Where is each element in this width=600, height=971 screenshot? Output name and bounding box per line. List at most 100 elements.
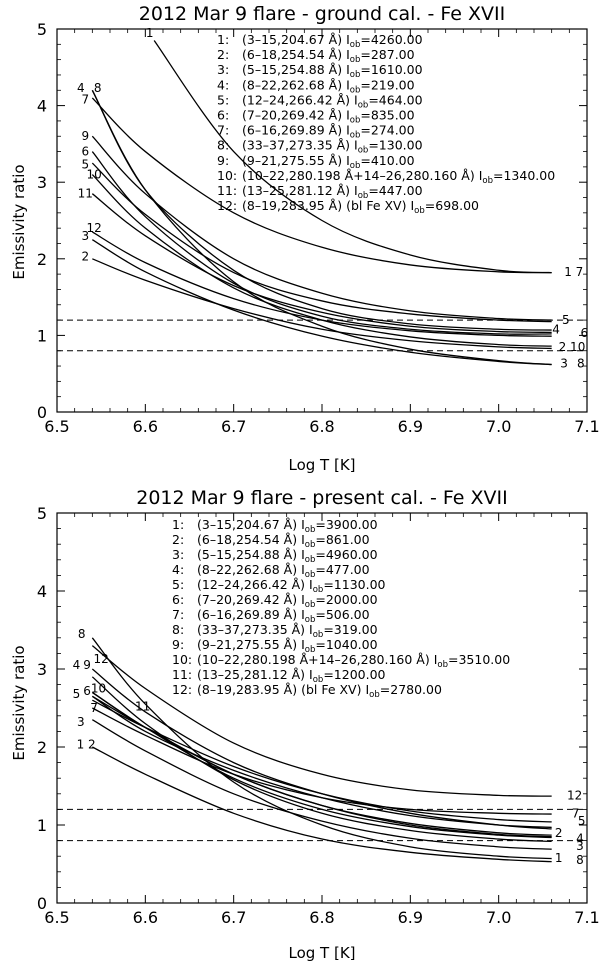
legend-entry: 2: (6–18,254.54 Å) Iob=861.00 [172, 532, 370, 550]
legend-transition: (7–20,269.42 Å) [197, 592, 301, 607]
legend-entry: 6: (7–20,269.42 Å) Iob=835.00 [217, 108, 415, 126]
legend-intensity-subscript: ob [369, 690, 380, 700]
curve-label: 5 [73, 687, 81, 701]
legend-intensity-value: =464.00 [368, 92, 422, 107]
legend-number: 7: [217, 123, 229, 138]
curve-label: 10 [91, 682, 106, 696]
legend-number: 2: [217, 47, 229, 62]
legend-number: 1: [172, 517, 184, 532]
curve-label: 4 [73, 658, 81, 672]
legend-entry: 12: (8–19,283.95 Å) (bl Fe XV) Iob=698.00 [217, 198, 479, 216]
y-tick-label: 2 [37, 738, 47, 757]
legend-intensity-subscript: ob [305, 525, 316, 535]
y-tick-label: 1 [37, 816, 47, 835]
legend-entry: 8: (33–37,273.35 Å) Iob=319.00 [172, 622, 378, 640]
legend-number: 3: [172, 547, 184, 562]
legend-number: 1: [217, 32, 229, 47]
legend-intensity-value: =3900.00 [315, 517, 377, 532]
legend-transition: (9–21,275.55 Å) [242, 153, 346, 168]
legend-intensity-symbol: I [346, 62, 350, 77]
curve-label: 7 [572, 806, 580, 820]
legend-intensity-subscript: ob [305, 600, 316, 610]
curve-label: 3 [560, 357, 568, 371]
curve-label: 1 7 [564, 265, 583, 279]
legend-entry: 6: (7–20,269.42 Å) Iob=2000.00 [172, 592, 378, 610]
curve-label: 8 [78, 627, 86, 641]
legend-intensity-subscript: ob [350, 55, 361, 65]
legend-intensity-subscript: ob [313, 585, 324, 595]
curve-label: 1 [146, 26, 154, 40]
legend-transition: (9–21,275.55 Å) [197, 637, 301, 652]
legend-intensity-value: =219.00 [360, 77, 414, 92]
curve-label: 8 [94, 81, 102, 95]
x-axis-title: Log T [K] [288, 944, 355, 962]
x-tick-label: 7.1 [574, 908, 599, 927]
x-tick-label: 6.6 [133, 417, 158, 436]
series-line-5 [91, 162, 552, 323]
legend-transition: (6–16,269.89 Å) [197, 607, 301, 622]
legend-number: 3: [217, 62, 229, 77]
curve-label: 7 [81, 92, 89, 106]
legend-entry: 5: (12–24,266.42 Å) Iob=464.00 [217, 92, 423, 110]
legend-intensity-symbol: I [346, 108, 350, 123]
series-line-11 [91, 695, 552, 828]
legend-number: 5: [172, 577, 184, 592]
series-line-5 [92, 699, 552, 823]
x-tick-label: 6.8 [309, 908, 334, 927]
curve-label: 3 [81, 229, 89, 243]
legend-intensity-subscript: ob [414, 206, 425, 216]
legend-intensity-value: =1610.00 [360, 62, 422, 77]
curve-label: 6 [581, 326, 589, 340]
x-tick-label: 6.6 [133, 908, 158, 927]
series-line-3 [92, 719, 552, 850]
legend-entry: 9: (9–21,275.55 Å) Iob=410.00 [217, 153, 415, 171]
panel-title: 2012 Mar 9 flare - ground cal. - Fe XVII [139, 3, 505, 25]
legend-intensity-subscript: ob [350, 131, 361, 141]
legend-entry: 11: (13–25,281.12 Å) Iob=1200.00 [172, 667, 386, 685]
bottom-panel: 2012 Mar 9 flare - present cal. - Fe XVI… [10, 487, 600, 962]
legend-transition: (13–25,281.12 Å) [242, 183, 354, 198]
legend-transition: (6–18,254.54 Å) [242, 47, 346, 62]
curve-label: 2 10 [559, 340, 586, 354]
legend-intensity-subscript: ob [305, 645, 316, 655]
curve-label: 2 [81, 250, 89, 264]
legend-intensity-value: =1340.00 [493, 168, 555, 183]
legend-intensity-symbol: I [354, 138, 358, 153]
x-tick-label: 6.7 [221, 908, 246, 927]
legend-intensity-value: =447.00 [368, 183, 422, 198]
legend-transition: (6–16,269.89 Å) [242, 123, 346, 138]
top-panel: 2012 Mar 9 flare - ground cal. - Fe XVII… [10, 3, 600, 474]
legend-intensity-value: =319.00 [323, 622, 377, 637]
panel-title: 2012 Mar 9 flare - present cal. - Fe XVI… [136, 487, 507, 509]
legend-intensity-value: =3510.00 [448, 652, 510, 667]
curve-label: 4 [576, 831, 584, 845]
legend-entry: 9: (9–21,275.55 Å) Iob=1040.00 [172, 637, 378, 655]
legend-number: 6: [217, 108, 229, 123]
legend-transition: (12–24,266.42 Å) [197, 577, 309, 592]
curve-label: 11 [135, 699, 150, 713]
legend-number: 8: [172, 622, 184, 637]
legend-transition: (33–37,273.35 Å) [242, 138, 354, 153]
y-tick-label: 0 [37, 403, 47, 422]
curve-label: 12 [567, 788, 582, 802]
legend-transition: (33–37,273.35 Å) [197, 622, 309, 637]
curve-label: 4 [77, 81, 85, 95]
legend-entry: 10: (10–22,280.198 Å+14–26,280.160 Å) Iob… [172, 652, 510, 670]
y-tick-label: 1 [37, 326, 47, 345]
x-tick-label: 6.5 [44, 417, 69, 436]
legend-intensity-symbol: I [346, 153, 350, 168]
legend-number: 10: [172, 652, 192, 667]
legend-intensity-symbol: I [346, 123, 350, 138]
legend-transition: (3–15,204.67 Å) [197, 517, 301, 532]
legend-intensity-symbol: I [301, 562, 305, 577]
y-tick-label: 4 [37, 582, 47, 601]
legend-intensity-symbol: I [346, 32, 350, 47]
curve-label: 3 [576, 839, 584, 853]
curve-label: 3 [77, 715, 85, 729]
legend-intensity-value: =835.00 [360, 108, 414, 123]
y-axis-title: Emissivity ratio [10, 645, 28, 760]
legend-entry: 3: (5–15,254.88 Å) Iob=4960.00 [172, 547, 378, 565]
legend-intensity-symbol: I [365, 682, 369, 697]
legend-intensity-value: =274.00 [360, 123, 414, 138]
legend-number: 11: [217, 183, 237, 198]
